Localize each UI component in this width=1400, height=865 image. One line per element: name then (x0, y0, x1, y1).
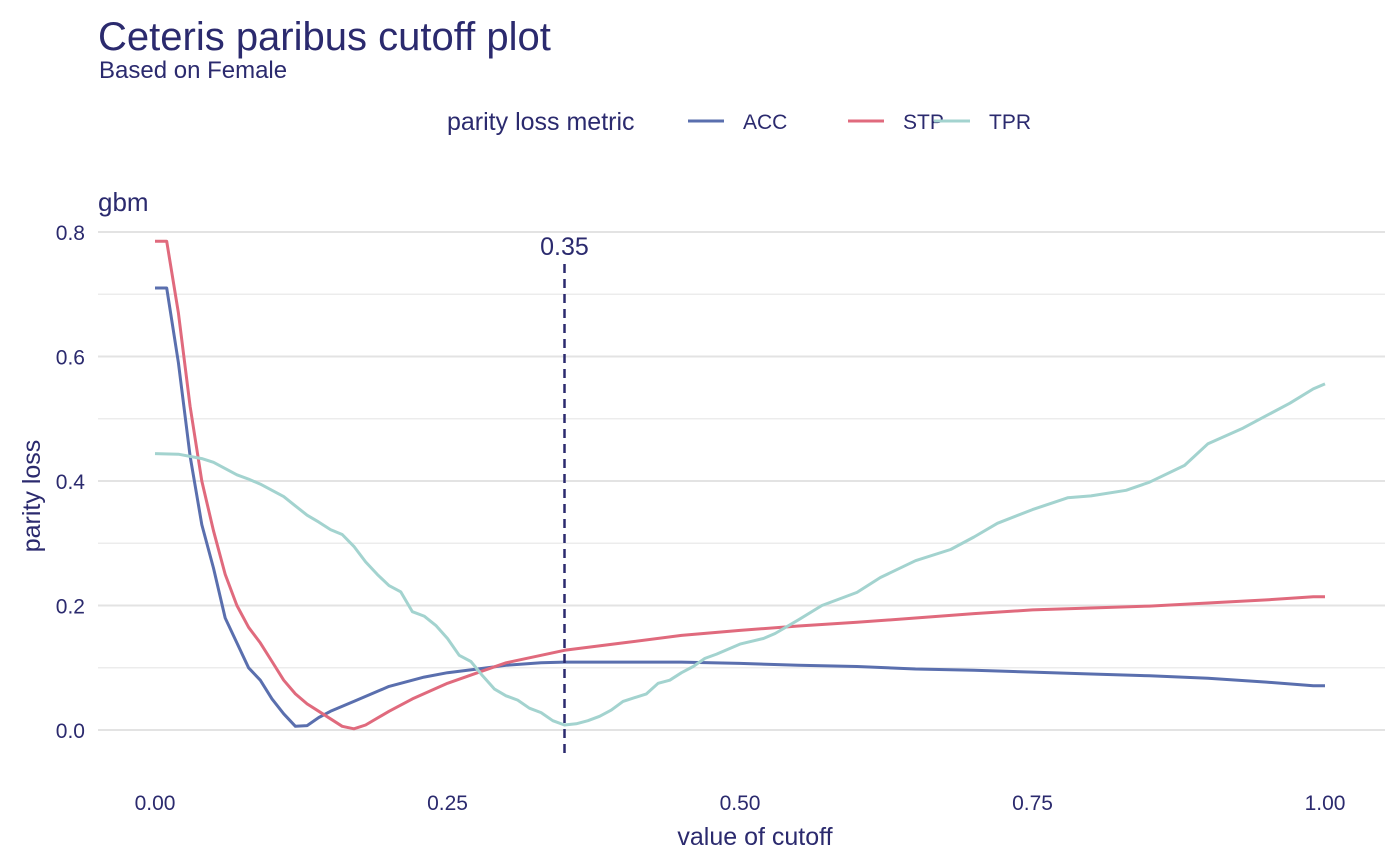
facet-label: gbm (98, 187, 149, 217)
series-line-stp (155, 239, 1325, 731)
y-axis-label: parity loss (18, 440, 46, 553)
legend: parity loss metric ACC STP TPR (447, 108, 1031, 136)
x-axis-ticks: 0.00 0.25 0.50 0.75 1.00 (135, 792, 1346, 815)
chart-title: Ceteris paribus cutoff plot (98, 15, 551, 59)
cutoff-value-label: 0.35 (540, 233, 589, 261)
chart-subtitle: Based on Female (99, 57, 287, 84)
legend-label-tpr: TPR (989, 111, 1031, 134)
x-tick-label: 0.75 (1012, 792, 1053, 815)
y-tick-label: 0.6 (56, 347, 85, 370)
legend-label-stp: STP (903, 111, 944, 134)
y-axis-ticks: 0.0 0.2 0.4 0.6 0.8 (56, 222, 86, 743)
cutoff-marker: 0.35 (540, 233, 589, 755)
x-tick-label: 0.00 (135, 792, 176, 815)
x-tick-label: 1.00 (1305, 792, 1346, 815)
y-tick-label: 0.0 (56, 720, 85, 743)
y-tick-label: 0.2 (56, 596, 85, 619)
gridlines (98, 231, 1385, 731)
series-lines (154, 239, 1326, 731)
x-axis-label: value of cutoff (677, 823, 832, 851)
legend-label-acc: ACC (743, 111, 787, 134)
y-tick-label: 0.8 (56, 222, 85, 245)
series-line-tpr (154, 382, 1326, 727)
x-tick-label: 0.25 (427, 792, 468, 815)
y-tick-label: 0.4 (56, 471, 86, 494)
series-line-acc (155, 286, 1325, 728)
legend-title: parity loss metric (447, 108, 635, 136)
x-tick-label: 0.50 (720, 792, 761, 815)
